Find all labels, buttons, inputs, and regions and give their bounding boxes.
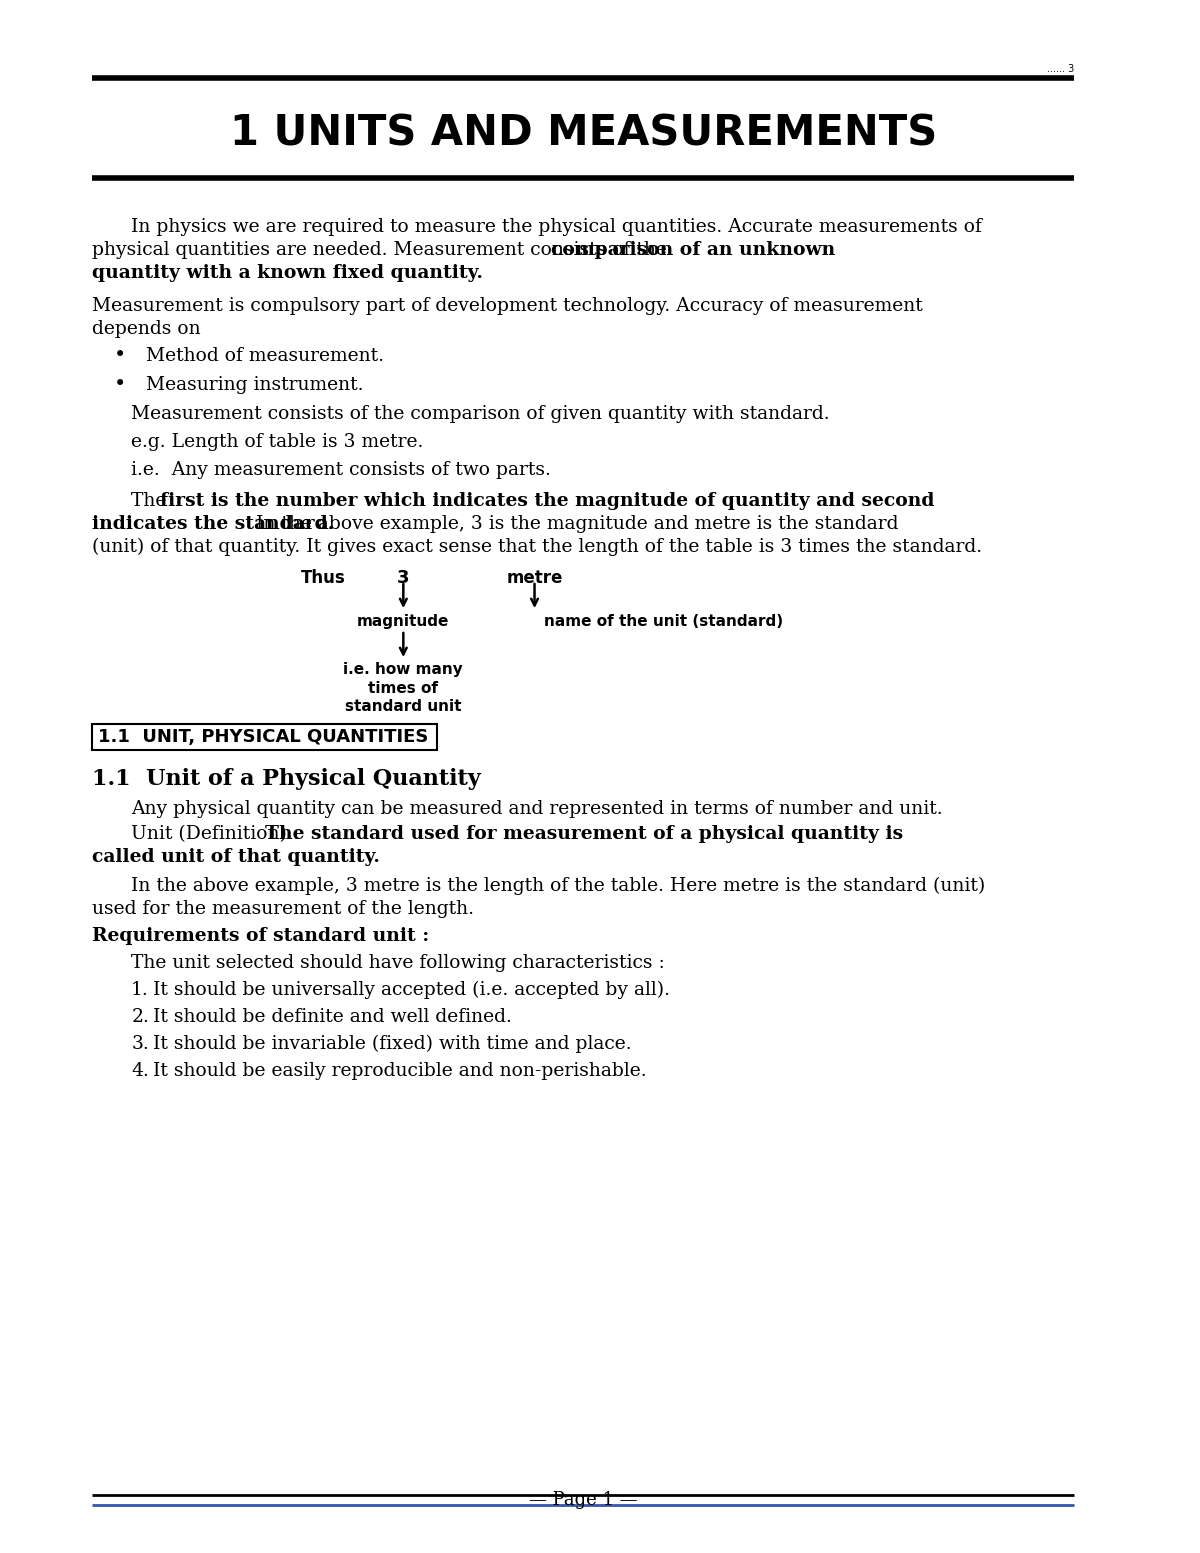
- Text: 1.1  Unit of a Physical Quantity: 1.1 Unit of a Physical Quantity: [92, 769, 481, 790]
- Text: used for the measurement of the length.: used for the measurement of the length.: [92, 901, 474, 918]
- Bar: [92, 724, 437, 750]
- Text: — Page 1 —: — Page 1 —: [529, 1491, 637, 1510]
- Text: first is the number which indicates the magnitude of quantity and second: first is the number which indicates the …: [161, 492, 935, 509]
- Text: name of the unit (standard): name of the unit (standard): [545, 613, 784, 629]
- Text: 1.: 1.: [131, 981, 149, 999]
- Text: It should be definite and well defined.: It should be definite and well defined.: [152, 1008, 511, 1027]
- Text: The unit selected should have following characteristics :: The unit selected should have following …: [131, 954, 665, 972]
- Text: 1.1  UNIT, PHYSICAL QUANTITIES: 1.1 UNIT, PHYSICAL QUANTITIES: [98, 728, 428, 745]
- Text: Method of measurement.: Method of measurement.: [145, 346, 384, 365]
- Text: 1 UNITS AND MEASUREMENTS: 1 UNITS AND MEASUREMENTS: [229, 112, 937, 154]
- Text: magnitude: magnitude: [358, 613, 450, 629]
- Text: 3: 3: [397, 568, 409, 587]
- Text: In the above example, 3 metre is the length of the table. Here metre is the stan: In the above example, 3 metre is the len…: [131, 877, 985, 895]
- Text: i.e. how many
times of
standard unit: i.e. how many times of standard unit: [343, 662, 463, 714]
- Text: •: •: [114, 374, 126, 394]
- Text: metre: metre: [506, 568, 563, 587]
- Text: 2.: 2.: [131, 1008, 149, 1027]
- Text: Measuring instrument.: Measuring instrument.: [145, 376, 364, 394]
- Text: i.e.  Any measurement consists of two parts.: i.e. Any measurement consists of two par…: [131, 461, 551, 478]
- Text: Measurement is compulsory part of development technology. Accuracy of measuremen: Measurement is compulsory part of develo…: [92, 297, 923, 315]
- Text: physical quantities are needed. Measurement consists of the: physical quantities are needed. Measurem…: [92, 241, 673, 259]
- Text: depends on: depends on: [92, 320, 200, 339]
- Text: Requirements of standard unit :: Requirements of standard unit :: [92, 927, 430, 944]
- Text: called unit of that quantity.: called unit of that quantity.: [92, 848, 380, 867]
- Text: (unit) of that quantity. It gives exact sense that the length of the table is 3 : (unit) of that quantity. It gives exact …: [92, 537, 983, 556]
- Text: quantity with a known fixed quantity.: quantity with a known fixed quantity.: [92, 264, 484, 283]
- Text: indicates the standard.: indicates the standard.: [92, 516, 335, 533]
- Text: ...... 3: ...... 3: [1046, 64, 1074, 75]
- Text: comparison of an unknown: comparison of an unknown: [551, 241, 835, 259]
- Text: Any physical quantity can be measured and represented in terms of number and uni: Any physical quantity can be measured an…: [131, 800, 943, 818]
- Text: Measurement consists of the comparison of given quantity with standard.: Measurement consists of the comparison o…: [131, 405, 830, 422]
- Text: The: The: [131, 492, 173, 509]
- Text: In the above example, 3 is the magnitude and metre is the standard: In the above example, 3 is the magnitude…: [250, 516, 899, 533]
- Text: It should be universally accepted (i.e. accepted by all).: It should be universally accepted (i.e. …: [152, 981, 670, 999]
- Text: 3.: 3.: [131, 1034, 149, 1053]
- Text: e.g. Length of table is 3 metre.: e.g. Length of table is 3 metre.: [131, 433, 424, 450]
- Text: Thus: Thus: [301, 568, 346, 587]
- Text: The standard used for measurement of a physical quantity is: The standard used for measurement of a p…: [265, 825, 904, 843]
- Text: Unit (Definition) :: Unit (Definition) :: [131, 825, 305, 843]
- Text: 4.: 4.: [131, 1062, 149, 1079]
- Text: It should be invariable (fixed) with time and place.: It should be invariable (fixed) with tim…: [152, 1034, 631, 1053]
- Text: It should be easily reproducible and non-perishable.: It should be easily reproducible and non…: [152, 1062, 647, 1079]
- Text: •: •: [114, 345, 126, 365]
- Text: In physics we are required to measure the physical quantities. Accurate measurem: In physics we are required to measure th…: [131, 217, 982, 236]
